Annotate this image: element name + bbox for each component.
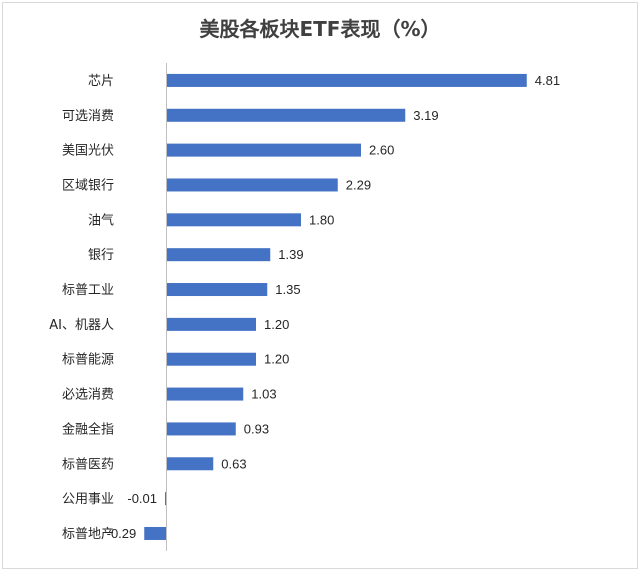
bar [166,248,271,262]
category-label: 银行 [88,248,114,263]
bar [166,108,406,122]
category-label: 芯片 [88,74,114,89]
chart-marks: 芯片 4.81 可选消费 3.19 美国光伏 2.60 区域银行 2.29 油气 1.80 银行 1.… [49,73,560,542]
bar [166,143,361,157]
value-label: 1.35 [275,282,300,297]
bar [165,492,166,506]
category-label: 可选消费 [62,109,114,124]
category-label: 美国光伏 [62,144,114,159]
bar [166,352,256,366]
value-label: 4.81 [535,73,560,88]
bar [166,457,214,471]
category-label: 油气 [88,212,114,228]
category-label: 标普医药 [62,457,114,472]
bar [166,178,338,192]
category-label: 必选消费 [62,388,114,403]
bar [166,283,268,297]
bar [166,422,236,436]
value-label: 0.93 [244,421,269,436]
value-label: 0.63 [221,456,246,471]
category-label: 金融全指 [62,421,114,437]
bar [166,213,301,227]
category-label: 标普工业 [62,283,114,298]
bar [144,526,166,540]
value-label: 2.60 [369,143,394,158]
bar [166,73,527,87]
chart-title: 美股各板块ETF表现（%） [199,17,440,41]
category-label: 区域银行 [62,178,114,193]
category-label: 标普能源 [62,353,114,368]
value-label: 1.80 [309,212,334,227]
bar [166,387,244,401]
value-label: 2.29 [346,177,371,192]
value-label: 3.19 [413,108,438,123]
category-label: AI、机器人 [49,318,114,333]
bar [166,317,256,331]
value-label: 1.03 [251,387,276,402]
value-label: 1.39 [278,247,303,262]
category-label: 公用事业 [62,492,114,507]
value-label: -0.29 [107,526,137,541]
value-label: -0.01 [127,491,157,506]
category-label: 标普地产 [62,527,114,542]
value-label: 1.20 [264,317,289,332]
value-label: 1.20 [264,352,289,367]
